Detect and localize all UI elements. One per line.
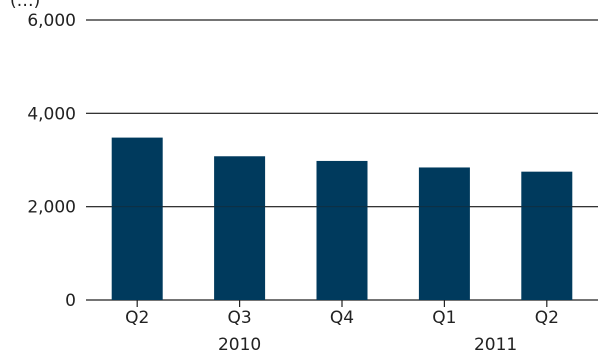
y-axis-label-partial: (…) [10,0,40,11]
bar-q1-3 [418,167,470,300]
year-group-label: 2011 [474,335,517,353]
year-group-label: 2010 [218,335,261,353]
bar-q2-0 [111,137,163,300]
bar-q2-4 [521,171,573,300]
x-tick-label: Q3 [227,308,251,328]
y-tick-label: 6,000 [27,11,76,31]
x-tick-label: Q1 [432,308,456,328]
y-tick-label: 0 [65,291,76,311]
bar-q3-1 [214,156,266,300]
x-tick-label: Q2 [125,308,149,328]
bar-q4-2 [316,160,368,300]
y-tick-label: 2,000 [27,198,76,218]
y-tick-label: 4,000 [27,104,76,124]
x-tick-label: Q2 [535,308,559,328]
x-tick-label: Q4 [330,308,354,328]
